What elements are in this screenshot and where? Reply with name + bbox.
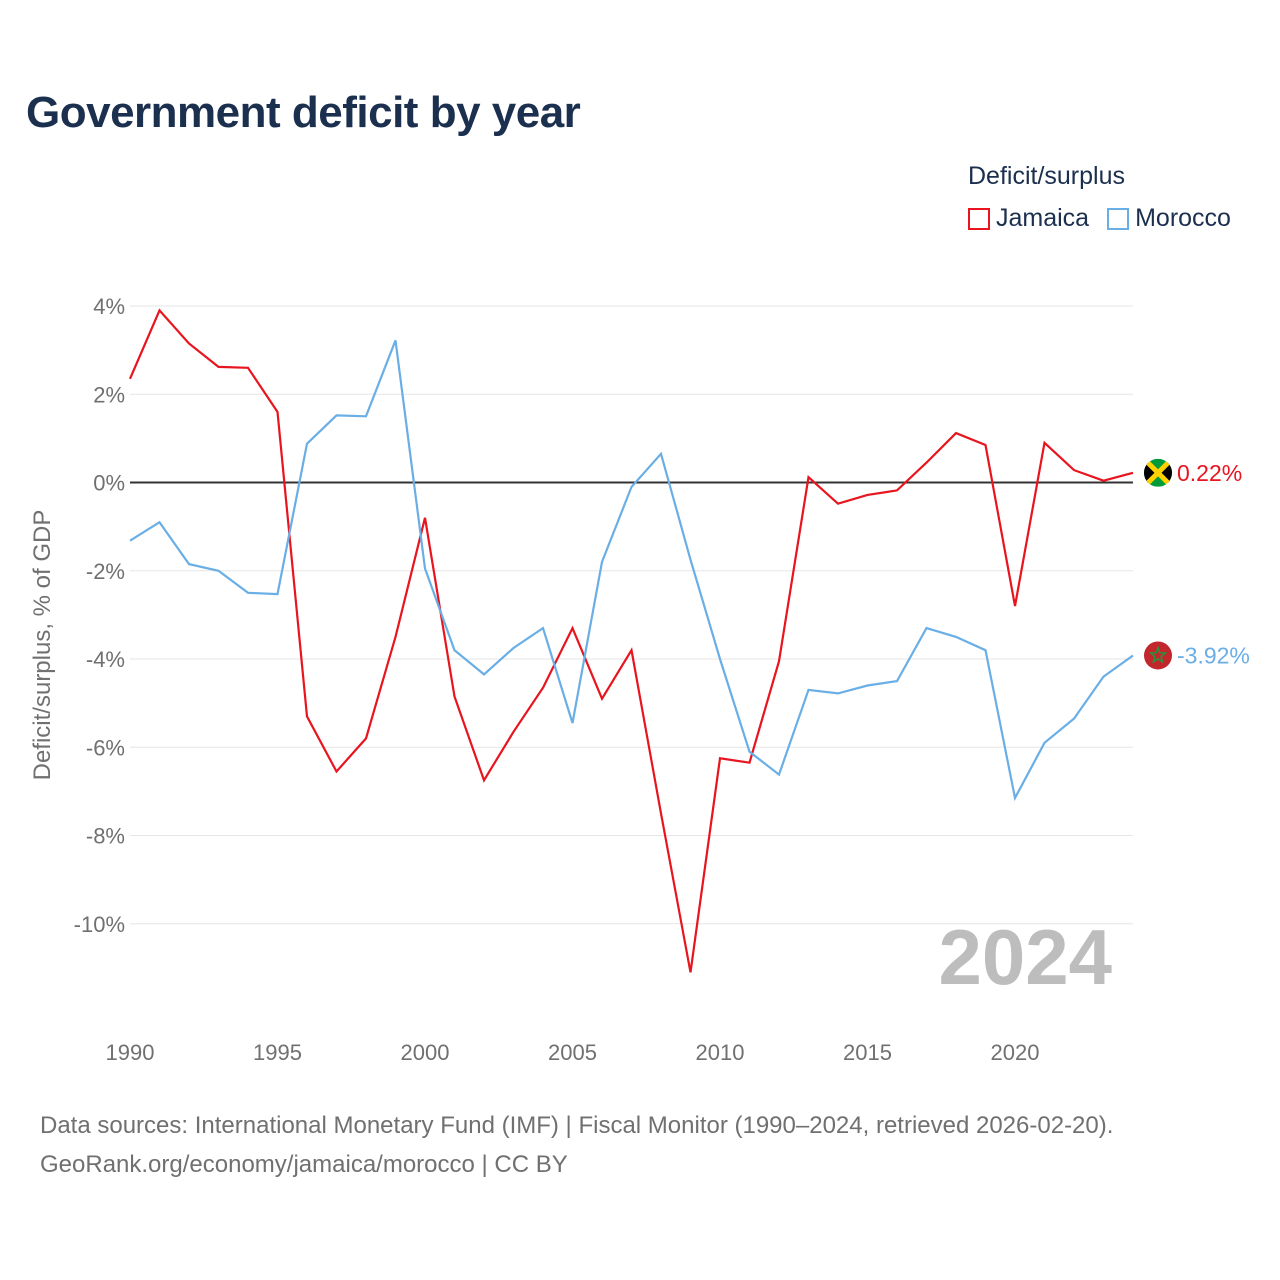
x-tick-label: 2010: [696, 1040, 745, 1065]
morocco-flag-icon: [1144, 641, 1172, 670]
x-tick-label: 1990: [106, 1040, 155, 1065]
grid-layer: [130, 305, 1133, 925]
y-tick-label: -8%: [86, 824, 125, 849]
legend-label-jamaica: Jamaica: [996, 204, 1090, 232]
series-layer: [128, 308, 1134, 973]
y-tick-label: -2%: [86, 559, 125, 584]
line-chart: 4% 2% 0% -2% -4% -6% -8% -10% 1990 1995 2000 2005 20…: [29, 294, 1250, 1065]
series-line-jamaica[interactable]: [128, 308, 1134, 973]
y-axis-label: Deficit/surplus, % of GDP: [29, 510, 56, 781]
footer-credit: GeoRank.org/economy/jamaica/morocco | CC…: [40, 1151, 568, 1178]
end-label-morocco: -3.92%: [1177, 642, 1250, 668]
y-tick-label: 2%: [93, 382, 125, 407]
legend-swatch-jamaica: [968, 207, 990, 230]
footer-sources: Data sources: International Monetary Fun…: [40, 1112, 1114, 1139]
jamaica-flag-icon: [1144, 458, 1172, 487]
year-watermark: 2024: [938, 913, 1112, 1001]
x-tick-label: 2020: [991, 1040, 1040, 1065]
legend-swatch-morocco: [1107, 207, 1130, 230]
y-tick-label: 0%: [93, 471, 125, 496]
x-tick-label: 2005: [548, 1040, 597, 1065]
y-tick-label: -10%: [74, 912, 125, 937]
legend-title: Deficit/surplus: [968, 162, 1125, 190]
y-tick-label: -4%: [86, 647, 125, 672]
axis-layer: 4% 2% 0% -2% -4% -6% -8% -10% 1990 1995 2000 2005 20…: [74, 294, 1040, 1065]
legend-label-morocco: Morocco: [1135, 204, 1231, 232]
footer: Data sources: International Monetary Fun…: [40, 1106, 1113, 1184]
y-tick-label: -6%: [86, 735, 125, 760]
chart-title: Government deficit by year: [26, 88, 581, 137]
x-tick-label: 2000: [401, 1040, 450, 1065]
x-tick-label: 2015: [843, 1040, 892, 1065]
legend-item-morocco[interactable]: Morocco: [1107, 204, 1231, 233]
y-tick-label: 4%: [93, 294, 125, 319]
legend-item-jamaica[interactable]: Jamaica: [968, 204, 1089, 233]
legend: Jamaica Morocco: [968, 204, 1249, 233]
x-tick-label: 1995: [253, 1040, 302, 1065]
end-label-jamaica: 0.22%: [1177, 460, 1242, 486]
series-line-morocco[interactable]: [129, 340, 1134, 802]
